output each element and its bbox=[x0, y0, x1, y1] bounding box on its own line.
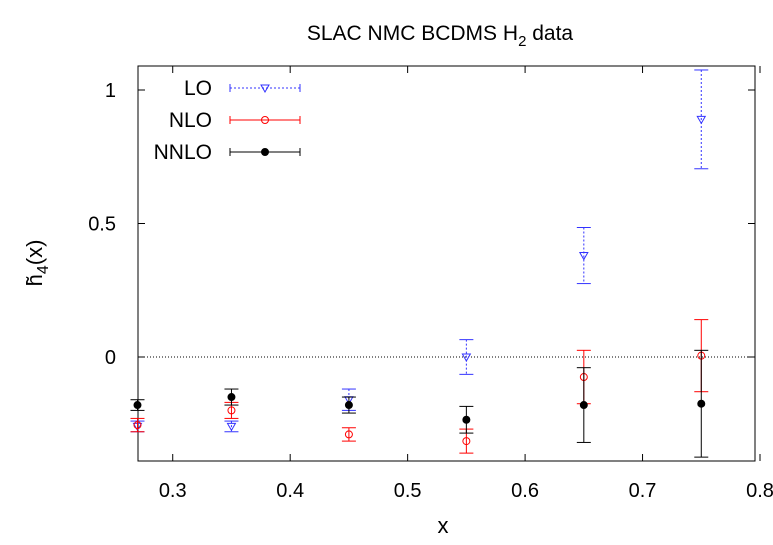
x-tick-label: 0.5 bbox=[394, 480, 422, 502]
plot-frame bbox=[137, 65, 756, 462]
lo-point bbox=[694, 69, 709, 170]
x-tick-label: 0.7 bbox=[629, 480, 657, 502]
lo-point bbox=[576, 227, 591, 285]
nnlo-point bbox=[576, 367, 591, 443]
nnlo-marker bbox=[227, 393, 236, 402]
nnlo-marker bbox=[133, 401, 142, 410]
data-points bbox=[130, 69, 709, 458]
nlo-marker bbox=[344, 430, 353, 439]
chart-title: SLAC NMC BCDMS H2 data bbox=[307, 22, 574, 50]
nnlo-point bbox=[130, 399, 145, 411]
nlo-marker bbox=[462, 437, 471, 446]
legend-label-nlo: NLO bbox=[169, 109, 212, 132]
nnlo-point bbox=[694, 349, 709, 458]
x-axis-label: x bbox=[438, 513, 449, 538]
legend-marker-nnlo bbox=[261, 148, 269, 156]
nlo-marker bbox=[133, 421, 142, 430]
lo-marker bbox=[696, 115, 707, 125]
nlo-point bbox=[130, 417, 145, 433]
lo-point bbox=[459, 339, 474, 375]
y-tick-label: 1 bbox=[105, 80, 116, 102]
nnlo-marker bbox=[344, 401, 353, 410]
x-tick-label: 0.4 bbox=[276, 480, 304, 502]
legend-label-lo: LO bbox=[184, 77, 212, 100]
lo-marker bbox=[578, 252, 589, 261]
axis-ticks: 0.3 0.4 0.5 0.6 0.7 0.8 0 0.5 1 bbox=[88, 66, 773, 502]
x-tick-label: 0.6 bbox=[511, 480, 539, 502]
legend-label-nnlo: NNLO bbox=[154, 141, 212, 164]
nlo-marker bbox=[227, 406, 236, 415]
legend-marker-nlo bbox=[261, 116, 269, 124]
y-tick-label: 0 bbox=[105, 347, 116, 369]
lo-marker bbox=[226, 422, 237, 432]
nnlo-point bbox=[224, 388, 239, 406]
y-tick-label: 0.5 bbox=[88, 214, 116, 236]
x-tick-label: 0.3 bbox=[159, 480, 187, 502]
nnlo-marker bbox=[579, 401, 588, 410]
nnlo-marker bbox=[697, 399, 706, 408]
x-tick-label: 0.8 bbox=[746, 480, 773, 502]
nnlo-point bbox=[341, 396, 356, 414]
legend: LO NLO NNLO bbox=[154, 77, 301, 164]
nlo-point bbox=[341, 427, 356, 442]
legend-marker-lo bbox=[260, 84, 270, 94]
nnlo-point bbox=[459, 405, 474, 434]
lo-marker bbox=[461, 353, 472, 363]
nnlo-marker bbox=[462, 415, 471, 424]
y-axis-label: h̃4(x) bbox=[22, 240, 52, 287]
lo-point bbox=[224, 420, 239, 433]
